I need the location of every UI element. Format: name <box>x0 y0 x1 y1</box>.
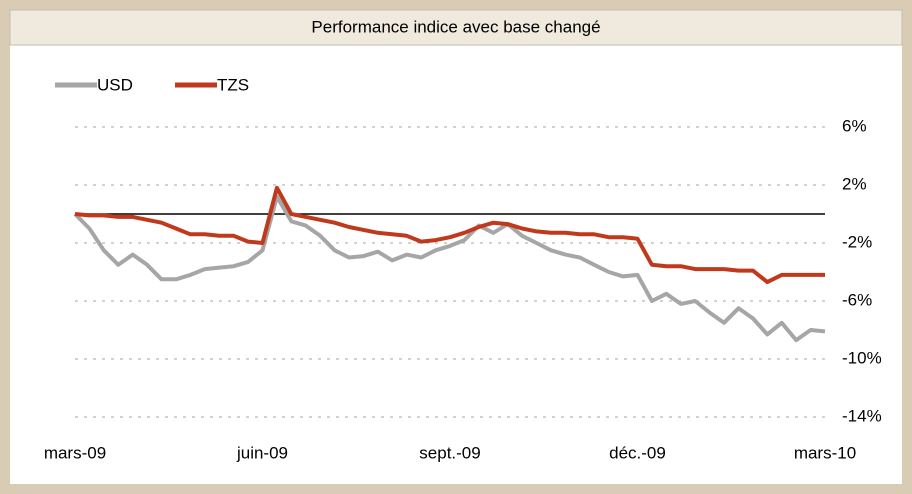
legend-label: USD <box>97 75 133 94</box>
x-tick-label: mars-09 <box>44 443 106 462</box>
series-line <box>73 194 826 343</box>
x-tick-label: déc.-09 <box>609 443 666 462</box>
y-tick-label: -6% <box>842 290 872 309</box>
legend-label: TZS <box>217 75 249 94</box>
series-line <box>74 185 825 285</box>
x-tick-label: sept.-09 <box>419 443 480 462</box>
y-tick-label: 2% <box>842 174 867 193</box>
x-tick-label: mars-10 <box>794 443 856 462</box>
y-tick-label: 6% <box>842 116 867 135</box>
chart-title: Performance indice avec base changé <box>311 17 600 36</box>
y-tick-label: -10% <box>842 348 882 367</box>
x-tick-label: juin-09 <box>236 443 288 462</box>
y-tick-label: -14% <box>842 406 882 425</box>
y-tick-label: -2% <box>842 232 872 251</box>
title-bar <box>9 9 903 46</box>
